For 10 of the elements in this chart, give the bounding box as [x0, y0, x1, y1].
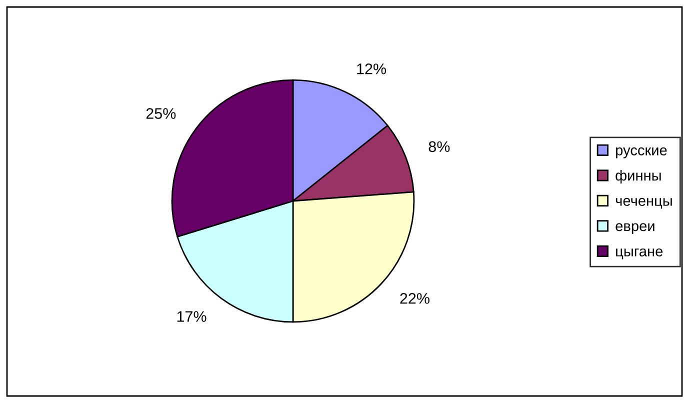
data-label: 17%	[177, 311, 206, 322]
legend-label: финны	[616, 170, 661, 184]
legend-label: русские	[616, 147, 667, 158]
data-label: 25%	[146, 108, 176, 119]
data-label: 12%	[357, 63, 386, 74]
legend-label: цыгане	[616, 248, 663, 260]
data-label: 8%	[428, 141, 450, 152]
data-label: 22%	[400, 293, 430, 304]
legend-label: евреи	[616, 223, 654, 234]
legend-label: чеченцы	[616, 198, 672, 209]
